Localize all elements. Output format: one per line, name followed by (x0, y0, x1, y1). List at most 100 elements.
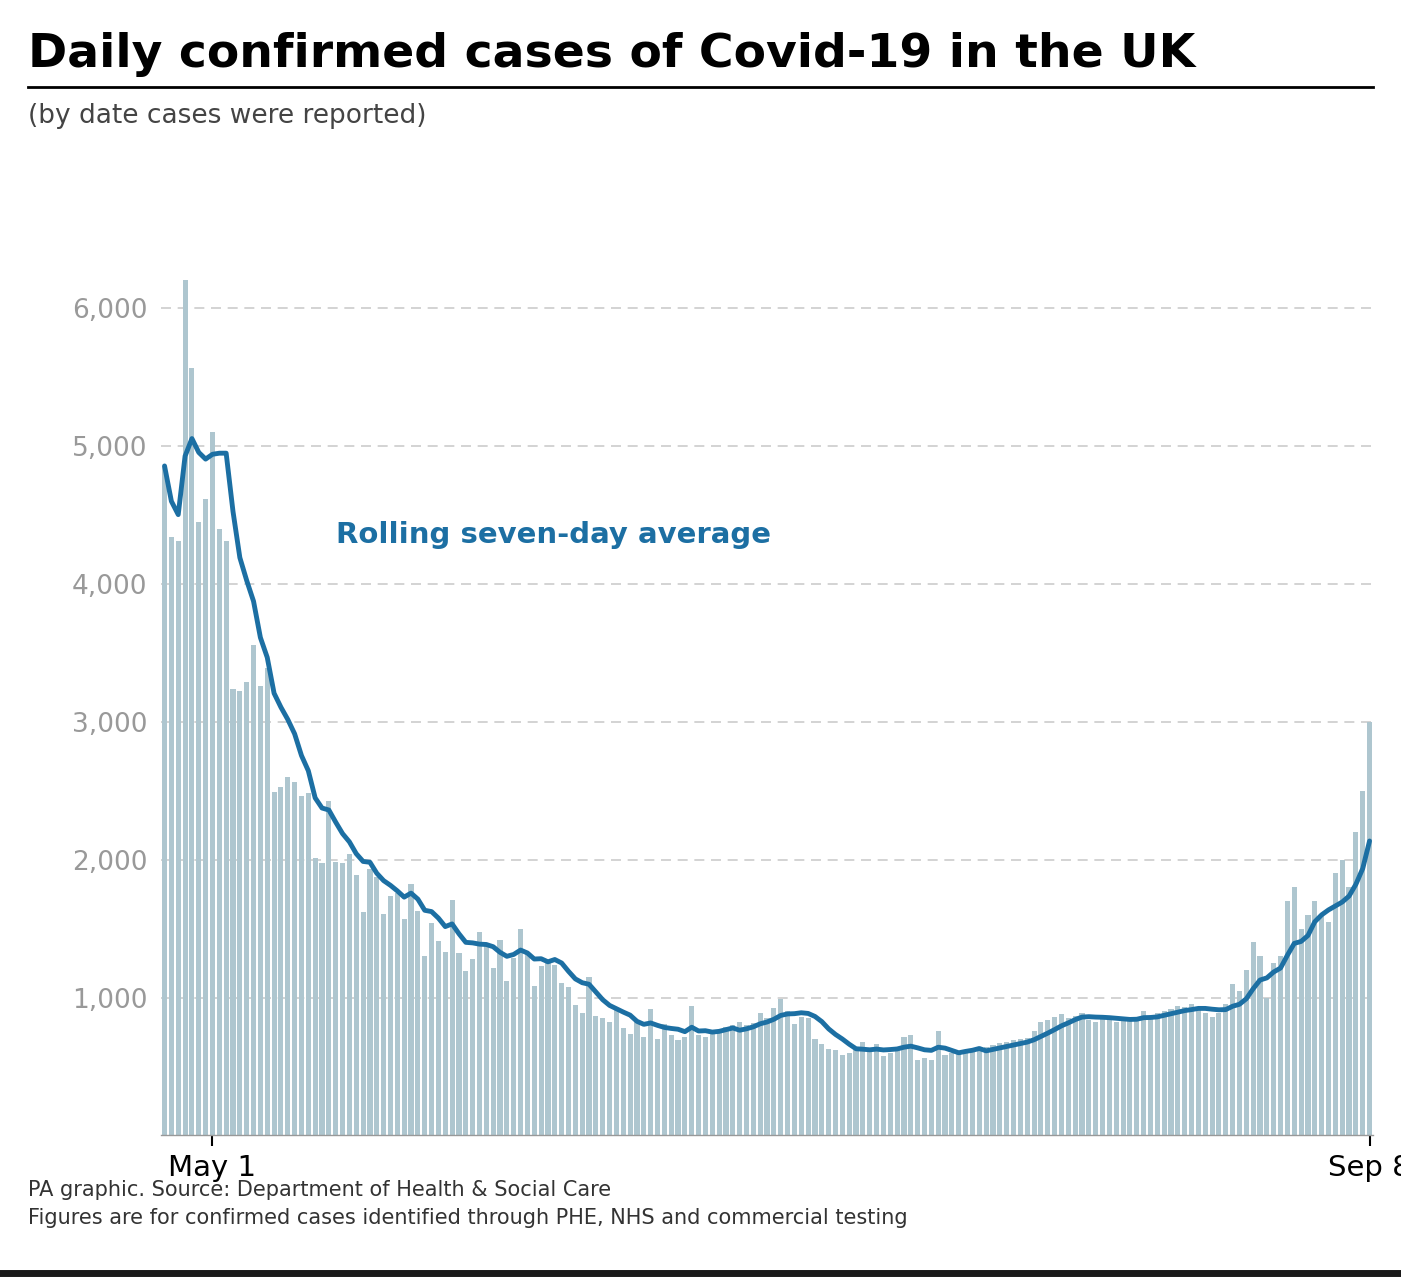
Bar (710, 1034, 715, 1135)
Bar (820, 1044, 824, 1135)
Bar (1154, 1012, 1160, 1135)
Bar (607, 1023, 612, 1135)
Bar (1161, 1011, 1167, 1135)
Bar (436, 942, 441, 1135)
Bar (230, 689, 235, 1135)
Bar (1147, 1017, 1153, 1135)
Bar (799, 1017, 804, 1135)
Bar (1073, 1016, 1077, 1135)
Bar (381, 913, 387, 1135)
Bar (895, 1049, 899, 1135)
Bar (888, 1053, 892, 1135)
Bar (443, 952, 448, 1135)
Bar (1005, 1042, 1009, 1135)
Bar (265, 668, 270, 1135)
Bar (689, 1006, 695, 1135)
Bar (559, 983, 565, 1135)
Bar (614, 1010, 619, 1135)
Bar (518, 929, 523, 1135)
Bar (471, 960, 475, 1135)
Bar (298, 797, 304, 1135)
Bar (635, 1020, 639, 1135)
Bar (839, 1056, 845, 1135)
Bar (1017, 1039, 1023, 1135)
Bar (1121, 1020, 1125, 1135)
Bar (668, 1035, 674, 1135)
Bar (168, 536, 174, 1135)
Bar (545, 961, 551, 1135)
Bar (1367, 722, 1372, 1135)
Bar (744, 1025, 750, 1135)
Bar (580, 1012, 584, 1135)
Bar (881, 1056, 885, 1135)
Bar (224, 541, 228, 1135)
Bar (1278, 956, 1283, 1135)
Text: (by date cases were reported): (by date cases were reported) (28, 103, 426, 128)
Bar (976, 1048, 982, 1135)
Bar (860, 1042, 866, 1135)
Bar (538, 966, 544, 1135)
Bar (943, 1056, 947, 1135)
Bar (395, 893, 399, 1135)
Bar (737, 1021, 743, 1135)
Bar (1285, 901, 1290, 1135)
Bar (1320, 915, 1324, 1135)
Bar (827, 1049, 831, 1135)
Bar (552, 965, 558, 1135)
Bar (244, 681, 249, 1135)
Bar (1168, 1008, 1174, 1135)
Bar (511, 958, 517, 1135)
Bar (272, 792, 276, 1135)
Bar (422, 956, 427, 1135)
Bar (353, 875, 359, 1135)
Bar (450, 901, 455, 1135)
Bar (326, 801, 332, 1135)
Bar (846, 1053, 852, 1135)
Bar (525, 952, 530, 1135)
Bar (402, 919, 406, 1135)
Bar (772, 1008, 776, 1135)
Bar (1264, 998, 1269, 1135)
Bar (1244, 970, 1248, 1135)
Bar (922, 1058, 927, 1135)
Bar (312, 858, 318, 1135)
Bar (962, 1051, 968, 1135)
Bar (587, 976, 591, 1135)
Bar (1107, 1017, 1112, 1135)
Bar (1313, 901, 1317, 1135)
Bar (497, 939, 503, 1135)
Bar (258, 686, 263, 1135)
Bar (196, 522, 202, 1135)
Bar (1093, 1023, 1098, 1135)
Bar (696, 1035, 700, 1135)
Bar (1299, 929, 1304, 1135)
Bar (806, 1017, 811, 1135)
Bar (703, 1037, 708, 1135)
Bar (853, 1049, 859, 1135)
Bar (1325, 921, 1331, 1135)
Bar (1346, 888, 1352, 1135)
Bar (189, 368, 195, 1135)
Bar (237, 692, 242, 1135)
Bar (1339, 860, 1345, 1135)
Bar (429, 922, 434, 1135)
Bar (340, 862, 345, 1135)
Bar (1031, 1030, 1037, 1135)
Bar (409, 884, 413, 1135)
Bar (532, 987, 537, 1135)
Bar (1012, 1041, 1016, 1135)
Bar (1196, 1008, 1201, 1135)
Bar (1128, 1017, 1132, 1135)
Bar (374, 878, 380, 1135)
Bar (464, 971, 468, 1135)
Bar (1360, 790, 1366, 1135)
Bar (360, 912, 366, 1135)
Bar (1024, 1038, 1030, 1135)
Bar (490, 967, 496, 1135)
Bar (347, 854, 352, 1135)
Bar (1140, 1011, 1146, 1135)
Bar (1135, 1019, 1139, 1135)
Bar (661, 1024, 667, 1135)
Bar (319, 863, 325, 1135)
Bar (908, 1035, 913, 1135)
